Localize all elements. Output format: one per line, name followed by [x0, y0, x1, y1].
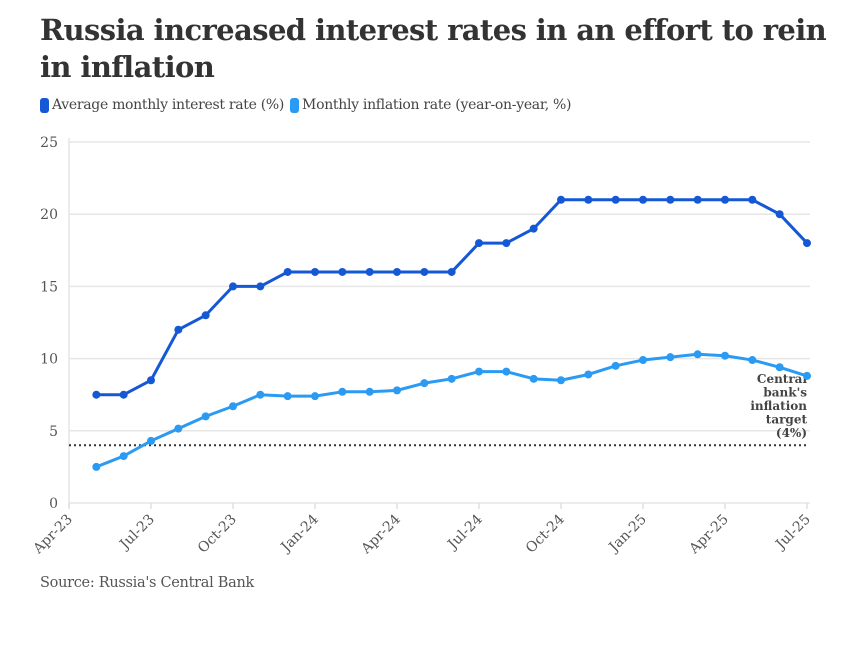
inflation-rate-point — [584, 370, 593, 379]
interest-rate-point — [775, 210, 784, 219]
y-tick-label: 15 — [40, 279, 58, 295]
inflation-rate-point — [420, 379, 429, 388]
inflation-rate-point — [721, 351, 729, 360]
interest-rate-point — [256, 282, 265, 291]
y-tick-label: 25 — [40, 135, 58, 151]
interest-rate-point — [721, 195, 729, 204]
inflation-target-annotation: target — [766, 413, 808, 427]
y-tick-label: 5 — [49, 424, 58, 440]
x-tick-label: Jan-25 — [605, 512, 650, 557]
inflation-target-annotation: bank's — [763, 386, 807, 400]
inflation-rate-point — [803, 371, 811, 380]
legend: Average monthly interest rate (%) Monthl… — [40, 97, 577, 113]
inflation-target-annotation: inflation — [750, 399, 807, 413]
y-tick-label: 0 — [49, 496, 58, 512]
inflation-rate-point — [666, 353, 675, 362]
legend-swatch-inflation-rate — [290, 97, 300, 113]
interest-rate-point — [475, 239, 483, 248]
y-tick-label: 20 — [40, 207, 58, 223]
interest-rate-point — [92, 390, 101, 399]
chart-title: Russia increased interest rates in an ef… — [40, 13, 827, 84]
interest-rate-point — [584, 195, 593, 204]
inflation-rate-point — [229, 402, 237, 411]
legend-item-interest-rate: Average monthly interest rate (%) — [40, 97, 284, 113]
legend-label-inflation-rate: Monthly inflation rate (year-on-year, %) — [302, 97, 572, 113]
inflation-rate-point — [775, 363, 784, 372]
inflation-rate-point — [338, 387, 347, 396]
legend-label-interest-rate: Average monthly interest rate (%) — [52, 97, 285, 113]
interest-rate-point — [147, 376, 155, 385]
inflation-rate-point — [447, 374, 456, 383]
x-tick-label: Oct-23 — [195, 512, 240, 557]
inflation-rate-point — [119, 452, 128, 461]
interest-rate-point — [693, 195, 702, 204]
interest-rate-point — [365, 267, 374, 276]
inflation-rate-point — [748, 356, 757, 365]
y-tick-label: 10 — [40, 352, 58, 368]
x-tick-label: Oct-24 — [523, 511, 568, 556]
interest-rate-point — [639, 195, 647, 204]
interest-rate-point — [311, 267, 319, 276]
inflation-rate-point — [365, 387, 374, 396]
interest-rate-point — [338, 267, 347, 276]
interest-rate-point — [393, 267, 401, 276]
inflation-rate-point — [147, 436, 155, 445]
interest-rate-point — [201, 311, 210, 320]
inflation-target-annotation: Central — [757, 372, 808, 386]
inflation-rate-point — [201, 412, 210, 421]
inflation-rate-point — [393, 386, 401, 395]
inflation-rate-point — [92, 462, 101, 471]
x-tick-label: Apr-23 — [30, 512, 76, 558]
inflation-rate-point — [611, 361, 620, 370]
interest-rate-point — [666, 195, 675, 204]
source-note: Source: Russia's Central Bank — [40, 575, 254, 591]
x-tick-label: Jul-25 — [772, 512, 814, 554]
legend-item-inflation-rate: Monthly inflation rate (year-on-year, %) — [290, 97, 571, 113]
inflation-rate-point — [475, 367, 483, 376]
inflation-rate-point — [639, 356, 647, 365]
x-tick-label: Apr-25 — [686, 512, 732, 558]
inflation-target-annotation: (4%) — [776, 426, 807, 440]
inflation-rate-point — [502, 367, 511, 376]
x-tick-label: Jan-24 — [277, 511, 322, 556]
interest-rate-point — [557, 195, 565, 204]
interest-rate-point — [119, 390, 128, 399]
interest-rate-point — [420, 267, 429, 276]
inflation-rate-point — [529, 374, 538, 383]
interest-rate-point — [748, 195, 757, 204]
interest-rate-point — [174, 325, 183, 334]
x-tick-label: Jul-24 — [444, 511, 486, 553]
interest-rate-point — [611, 195, 620, 204]
interest-rate-point — [229, 282, 237, 291]
interest-rate-point — [529, 224, 538, 233]
interest-rate-point — [447, 267, 456, 276]
inflation-rate-point — [693, 350, 702, 359]
interest-rate-point — [803, 239, 811, 248]
interest-rate-point — [283, 267, 292, 276]
inflation-rate-line — [95, 352, 808, 469]
x-tick-label: Jul-23 — [116, 512, 158, 554]
inflation-rate-point — [283, 392, 292, 401]
inflation-rate-point — [256, 390, 265, 399]
x-tick-label: Apr-24 — [358, 511, 404, 557]
inflation-rate-point — [174, 424, 183, 433]
legend-swatch-interest-rate — [40, 97, 49, 113]
inflation-rate-point — [311, 392, 319, 401]
interest-rate-line — [96, 198, 809, 397]
inflation-rate-point — [557, 376, 565, 385]
interest-rate-point — [502, 239, 511, 248]
